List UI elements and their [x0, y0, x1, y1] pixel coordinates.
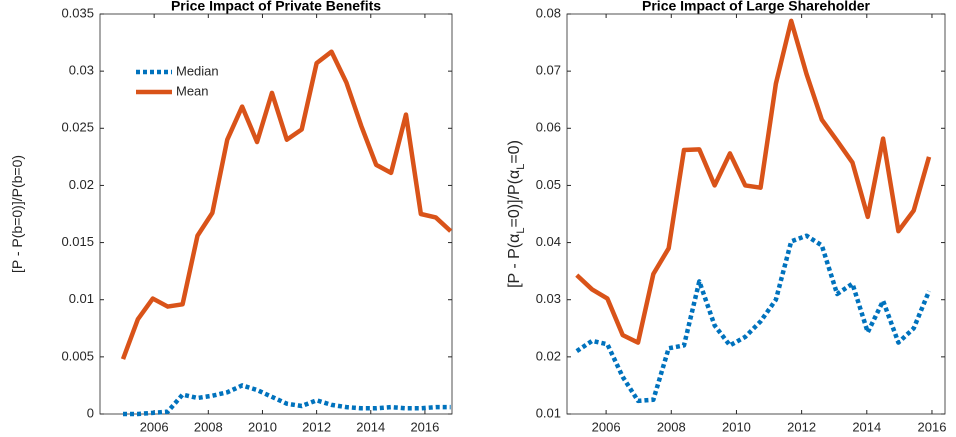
y-tick-label: 0.005 — [61, 348, 94, 363]
y-tick-label: 0.05 — [536, 177, 561, 192]
x-tick-label: 2014 — [852, 419, 881, 434]
x-tick-label: 2006 — [592, 419, 621, 434]
y-axis-label-part: α — [506, 170, 523, 179]
chart-title: Price Impact of Large Shareholder — [642, 0, 871, 14]
x-tick-label: 2012 — [787, 419, 816, 434]
y-tick-label: 0.03 — [69, 63, 94, 78]
x-tick-label: 2016 — [410, 419, 439, 434]
y-tick-label: 0.025 — [61, 120, 94, 135]
y-tick-label: 0.03 — [536, 291, 561, 306]
legend-label: Mean — [176, 83, 209, 98]
y-tick-label: 0.07 — [536, 63, 561, 78]
y-axis-label-part: α — [506, 234, 523, 243]
y-axis-label-part: =0) — [506, 140, 523, 164]
y-tick-label: 0.04 — [536, 234, 561, 249]
series-line — [120, 49, 453, 360]
x-tick-label: 2014 — [356, 419, 385, 434]
x-tick-label: 2006 — [140, 419, 169, 434]
y-tick-label: 0.08 — [536, 5, 561, 20]
x-tick-label: 2008 — [657, 419, 686, 434]
series-line — [575, 233, 932, 404]
plot-area — [566, 13, 946, 415]
y-tick-label: 0.035 — [61, 5, 94, 20]
x-tick-label: 2010 — [722, 419, 751, 434]
x-tick-label: 2008 — [194, 419, 223, 434]
y-tick-label: 0.06 — [536, 120, 561, 135]
y-axis-label-part: [P - P( — [506, 242, 523, 288]
y-tick-label: 0.02 — [536, 348, 561, 363]
y-tick-label: 0 — [87, 405, 94, 420]
y-axis-label-part: =0)]/P( — [506, 178, 523, 227]
y-axis-label-part: L — [515, 164, 527, 170]
y-axis-label-part: L — [515, 228, 527, 234]
x-tick-label: 2012 — [302, 419, 331, 434]
y-axis-label: [P - P(b=0)]/P(b=0) — [9, 155, 25, 273]
plot-area — [99, 13, 453, 415]
y-axis-label-part: [P - P(b=0)]/P(b=0) — [9, 155, 25, 273]
y-tick-label: 0.015 — [61, 234, 94, 249]
y-tick-label: 0.01 — [536, 405, 561, 420]
y-axis-label: [P - P(αL=0)]/P(αL=0) — [506, 140, 527, 288]
x-tick-label: 2010 — [248, 419, 277, 434]
y-tick-label: 0.01 — [69, 291, 94, 306]
chart-title: Price Impact of Private Benefits — [171, 0, 381, 14]
y-tick-label: 0.02 — [69, 177, 94, 192]
series-line — [575, 18, 932, 345]
legend-label: Median — [176, 63, 219, 78]
series-line — [123, 383, 451, 417]
x-tick-label: 2016 — [918, 419, 947, 434]
